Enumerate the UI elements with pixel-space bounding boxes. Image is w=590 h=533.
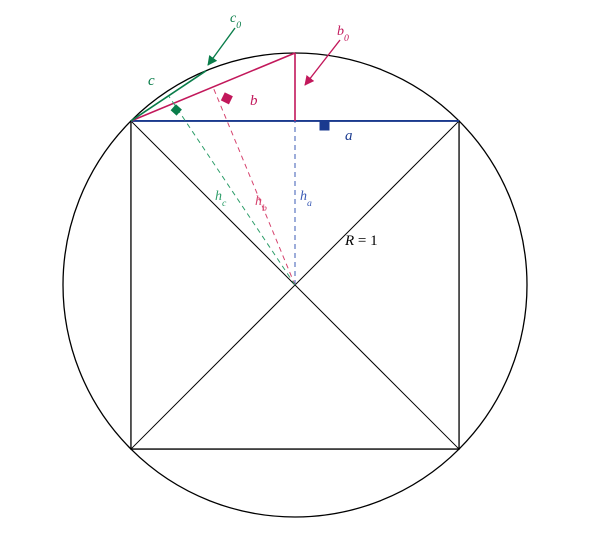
right-angle-marker xyxy=(171,105,181,115)
label-ha: ha xyxy=(300,189,312,209)
label-c: c xyxy=(148,73,155,89)
apothem-hb xyxy=(213,87,295,285)
label-hc: hc xyxy=(215,189,227,209)
label-R: R = 1 xyxy=(344,233,378,249)
label-b: b xyxy=(250,93,258,109)
label-c0: c0 xyxy=(230,11,241,31)
label-a: a xyxy=(345,128,353,144)
label-hb: hb xyxy=(255,194,267,214)
arrow-b0 xyxy=(305,40,340,85)
right-angle-marker xyxy=(320,121,329,130)
arrow-c0 xyxy=(208,28,235,65)
apothem-hc xyxy=(169,96,295,285)
chord-b xyxy=(131,53,295,121)
chord-c xyxy=(131,71,206,121)
right-angle-marker xyxy=(221,93,232,104)
